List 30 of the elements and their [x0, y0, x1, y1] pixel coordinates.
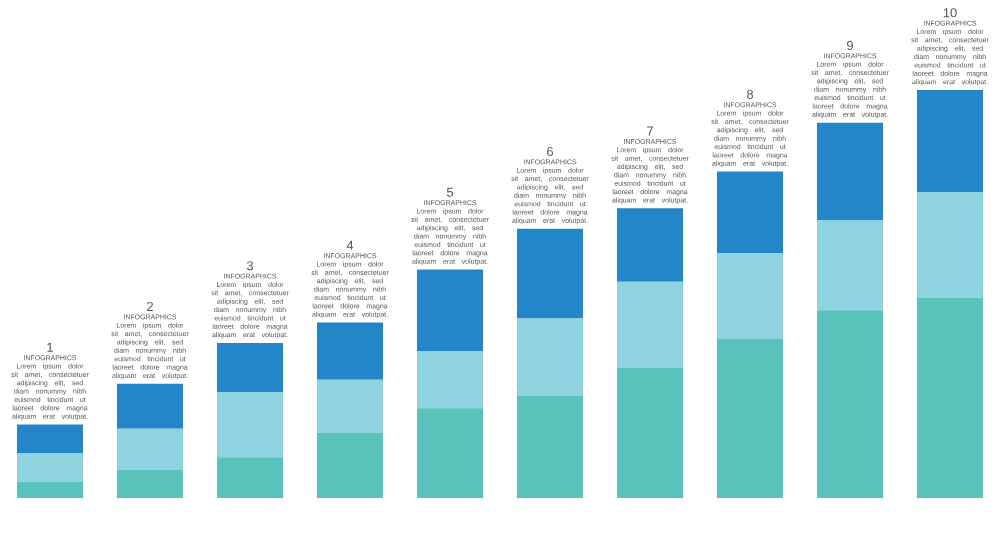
bar — [317, 432, 384, 498]
bar — [917, 192, 984, 299]
bar — [617, 281, 684, 368]
bar — [17, 424, 83, 454]
bar — [917, 90, 984, 192]
bar — [117, 428, 183, 470]
bar — [217, 391, 284, 458]
bar — [617, 367, 684, 498]
bar — [217, 342, 284, 392]
bar — [17, 453, 83, 482]
bar — [717, 253, 784, 339]
bar — [317, 379, 384, 433]
bar — [717, 171, 784, 254]
bar — [317, 322, 384, 380]
bar — [117, 383, 183, 429]
bar — [917, 298, 984, 498]
bar — [817, 122, 884, 221]
bar — [417, 408, 484, 498]
bar — [517, 396, 584, 498]
bar — [17, 481, 83, 498]
bar — [717, 338, 784, 498]
bar — [817, 220, 884, 311]
bar — [217, 457, 284, 498]
bar — [817, 310, 884, 498]
bar — [417, 351, 484, 409]
bar — [517, 228, 584, 319]
bar — [417, 269, 484, 352]
bar — [117, 469, 183, 498]
bar — [617, 208, 684, 282]
bar — [517, 318, 584, 396]
